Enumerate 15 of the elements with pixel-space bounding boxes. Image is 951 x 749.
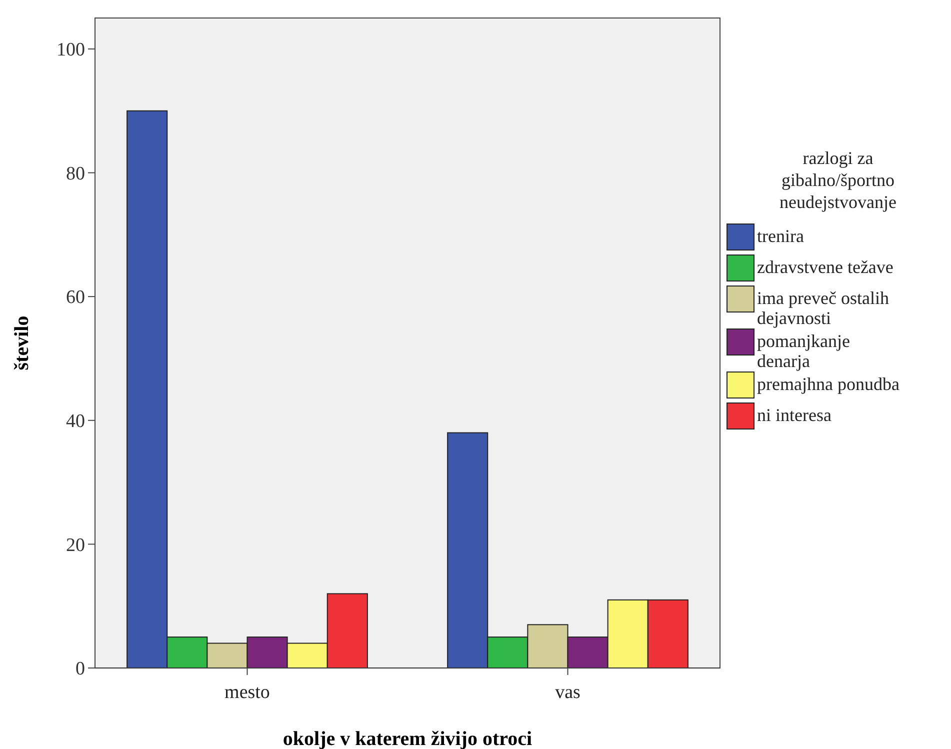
y-tick-label: 0 [76,658,85,680]
y-tick-label: 80 [66,163,85,184]
y-tick-label: 60 [66,287,85,308]
x-tick-label: mesto [224,682,270,703]
y-tick-label: 100 [56,40,85,61]
legend-label: ni interesa [757,405,832,425]
y-axis-title: število [11,316,33,370]
legend-title: razlogi za gibalno/športno neudejstvovanje [780,148,896,212]
x-axis-title: okolje v katerem živijo otroci [282,728,533,749]
x-tick-label: vas [555,682,580,703]
legend-label: trenira [757,226,804,246]
legend-label: zdravstvene težave [757,257,894,277]
legend-label: premajhna ponudba [757,374,900,394]
y-tick-label: 20 [66,534,85,556]
y-tick-label: 40 [66,411,85,432]
